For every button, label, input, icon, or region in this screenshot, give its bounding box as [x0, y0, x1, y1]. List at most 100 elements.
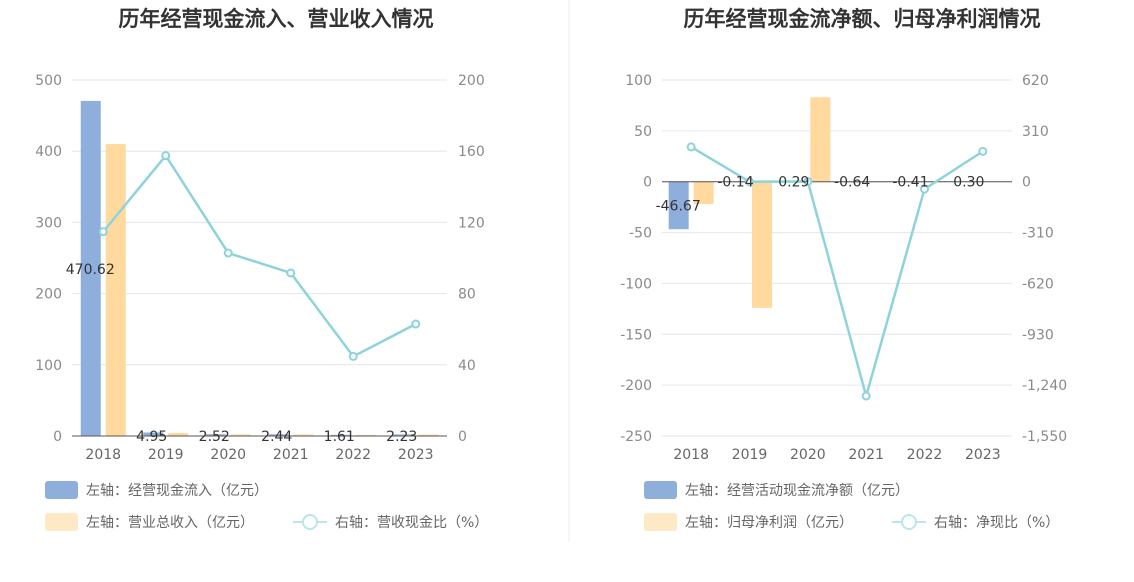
left-axis-tick: 0	[643, 175, 652, 191]
line-series-path	[690, 145, 984, 398]
x-axis-tick: 2018	[673, 447, 709, 463]
bar-bar-series-2[interactable]	[105, 144, 126, 436]
left-axis-tick: 50	[634, 124, 652, 140]
chart-title: 历年经营现金流净额、归母净利润情况	[684, 7, 1041, 31]
legend: 左轴：经营现金流入（亿元） 左轴：营业总收入（亿元） 右轴：营收现金比（%）	[45, 481, 488, 531]
line-point[interactable]	[223, 248, 233, 258]
bar-bar-series-1[interactable]	[668, 181, 689, 230]
chart-title: 历年经营现金流入、营业收入情况	[119, 7, 434, 31]
legend-item-revenue-cash-ratio[interactable]: 右轴：营收现金比（%）	[293, 514, 488, 531]
bar-bar-series-1[interactable]	[330, 434, 351, 436]
right-axis-tick: -1,240	[1022, 378, 1067, 394]
bar-bar-series-2[interactable]	[293, 434, 314, 436]
x-axis-tick: 2021	[273, 447, 309, 463]
line-point[interactable]	[745, 177, 754, 187]
line-point[interactable]	[348, 351, 358, 361]
left-axis-tick: -50	[629, 226, 652, 242]
right-axis-tick: -310	[1022, 226, 1054, 242]
legend-marker	[901, 514, 917, 530]
left-axis-tick: 200	[35, 287, 62, 303]
right-axis-tick: 310	[1022, 124, 1049, 140]
bar-bar-series-2[interactable]	[168, 433, 189, 436]
data-label: 2.52	[199, 429, 230, 445]
left-axis-tick: -200	[620, 378, 652, 394]
legend-label: 左轴：归母净利润（亿元）	[685, 514, 853, 531]
right-axis-tick: 80	[458, 287, 476, 303]
x-axis-tick: 2021	[848, 447, 884, 463]
data-label: 470.62	[66, 262, 115, 278]
line-point[interactable]	[803, 176, 813, 186]
legend-marker	[302, 514, 318, 530]
legend-item-net-profit[interactable]: 左轴：归母净利润（亿元）	[644, 513, 853, 531]
right-axis-tick: 120	[458, 215, 485, 231]
data-label: 0.29	[778, 175, 809, 191]
x-axis-tick: 2023	[965, 447, 1001, 463]
legend-label: 左轴：经营活动现金流净额（亿元）	[685, 483, 909, 499]
bar-bar-series-1[interactable]	[205, 434, 226, 436]
legend-label: 右轴：净现比（%）	[934, 515, 1059, 531]
x-axis-tick: 2020	[210, 447, 246, 463]
right-axis-tick: -1,550	[1022, 429, 1067, 445]
data-label: -0.14	[717, 175, 753, 191]
bar-bar-series-2[interactable]	[810, 97, 831, 182]
right-axis-tick: 620	[1022, 73, 1049, 89]
left-axis-tick: 0	[53, 429, 62, 445]
left-axis-tick: 400	[35, 144, 62, 160]
data-label: 1.61	[324, 429, 355, 445]
legend-swatch	[644, 481, 677, 499]
legend-item-net-operating-cash-flow[interactable]: 左轴：经营活动现金流净额（亿元）	[644, 481, 909, 499]
line-point[interactable]	[411, 319, 421, 329]
bar-bar-series-2[interactable]	[418, 434, 439, 436]
left-axis-tick: 300	[35, 215, 62, 231]
line-point[interactable]	[686, 142, 696, 152]
bar-bar-series-1[interactable]	[143, 432, 164, 436]
right-axis-tick: 0	[1022, 175, 1031, 191]
legend-label: 左轴：营业总收入（亿元）	[86, 515, 254, 531]
x-axis-tick: 2022	[907, 447, 943, 463]
line-point[interactable]	[161, 151, 171, 161]
left-axis-tick: 100	[625, 73, 652, 89]
left-axis-tick: -100	[620, 276, 652, 292]
line-point[interactable]	[978, 146, 988, 156]
bar-bar-series-1[interactable]	[393, 434, 414, 436]
legend-label: 右轴：营收现金比（%）	[335, 515, 488, 531]
legend: 左轴：经营活动现金流净额（亿元） 左轴：归母净利润（亿元） 右轴：净现比（%）	[644, 481, 1059, 531]
bar-bar-series-1[interactable]	[268, 434, 289, 436]
legend-item-net-cash-ratio[interactable]: 右轴：净现比（%）	[892, 514, 1059, 531]
right-axis-tick: 40	[458, 358, 476, 374]
legend-item-cash-inflow[interactable]: 左轴：经营现金流入（亿元）	[45, 481, 268, 499]
bar-bar-series-2[interactable]	[230, 434, 251, 436]
x-axis-tick: 2019	[148, 447, 184, 463]
data-label: -0.41	[892, 175, 928, 191]
data-label: 4.95	[136, 429, 167, 445]
right-axis-tick: 200	[458, 73, 485, 89]
line-point[interactable]	[920, 184, 929, 194]
data-label: 2.44	[261, 429, 292, 445]
line-point[interactable]	[98, 227, 108, 237]
bar-bar-series-2[interactable]	[693, 181, 714, 205]
legend-swatch	[45, 513, 78, 531]
cash-inflow-revenue-chart: 历年经营现金流入、营业收入情况 0 100 200 300 400 500 0 40 80 12…	[35, 7, 488, 531]
bar-bar-series-2[interactable]	[752, 181, 772, 308]
data-label: -0.64	[834, 175, 870, 191]
line-point[interactable]	[286, 268, 296, 278]
bar-bar-series-1[interactable]	[80, 100, 101, 437]
right-axis-tick: 160	[458, 144, 485, 160]
left-axis-tick: 100	[35, 358, 62, 374]
line-point[interactable]	[861, 391, 871, 401]
right-axis-tick: 0	[458, 429, 467, 445]
net-cash-flow-profit-chart: 历年经营现金流净额、归母净利润情况 -250 -200 -150 -100 -50 0 50…	[620, 7, 1067, 531]
data-label: 0.30	[953, 175, 984, 191]
legend-label: 左轴：经营现金流入（亿元）	[86, 483, 268, 499]
data-label: 2.23	[386, 429, 417, 445]
line-series-path	[102, 154, 417, 358]
x-axis-tick: 2019	[732, 447, 768, 463]
left-axis-tick: -150	[620, 327, 652, 343]
x-axis-tick: 2018	[85, 447, 121, 463]
x-axis-tick: 2023	[398, 447, 434, 463]
data-label: -46.67	[656, 199, 701, 215]
legend-item-revenue[interactable]: 左轴：营业总收入（亿元）	[45, 513, 254, 531]
left-axis-tick: 500	[35, 73, 62, 89]
